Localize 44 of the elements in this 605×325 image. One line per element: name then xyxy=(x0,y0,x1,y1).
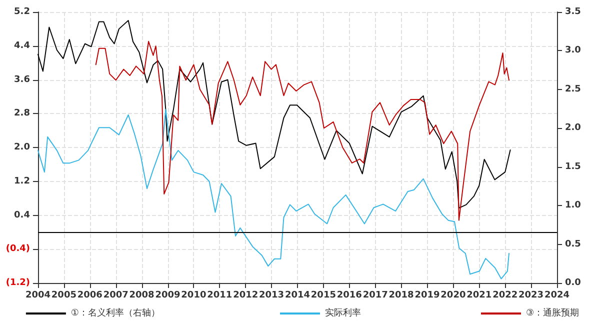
x-tick-label: 2006 xyxy=(77,290,102,300)
x-tick-label: 2013 xyxy=(259,290,284,300)
y-tick-label: (0.4) xyxy=(6,244,30,254)
y2-tick-label: 1.5 xyxy=(565,162,581,172)
y2-tick-label: 1.0 xyxy=(565,200,581,211)
x-tick-label: 2024 xyxy=(544,290,570,300)
x-tick-label: 2010 xyxy=(181,290,206,300)
y-tick-label: 3.6 xyxy=(14,74,30,85)
x-tick-label: 2017 xyxy=(362,290,388,300)
x-tick-label: 2008 xyxy=(129,290,154,300)
x-tick-label: 2007 xyxy=(103,290,128,300)
line-series xyxy=(95,40,510,221)
x-tick-label: 2018 xyxy=(388,290,414,300)
x-tick-label: 2014 xyxy=(284,290,310,300)
x-tick-label: 2023 xyxy=(518,290,544,300)
line-series xyxy=(38,20,511,209)
y-tick-label: 0.4 xyxy=(14,210,30,220)
x-tick-label: 2015 xyxy=(310,290,336,300)
legend-label: 实际利率 xyxy=(325,308,361,318)
y-tick-label: 2.8 xyxy=(14,108,30,119)
x-tick-label: 2009 xyxy=(155,290,180,300)
line-series xyxy=(38,108,510,280)
x-tick-label: 2022 xyxy=(492,290,518,300)
y2-tick-label: 3.0 xyxy=(565,46,581,56)
y-tick-label: 2.0 xyxy=(14,142,30,152)
x-tick-label: 2021 xyxy=(466,290,492,300)
y2-tick-label: 3.5 xyxy=(565,7,581,17)
y-tick-label: 1.2 xyxy=(14,176,30,186)
x-tick-label: 2004 xyxy=(25,290,51,300)
y-tick-label: 5.2 xyxy=(14,7,30,17)
legend-label: ③：通胀预期 xyxy=(526,308,580,318)
y2-tick-label: 2.5 xyxy=(565,84,581,94)
x-tick-label: 2020 xyxy=(440,290,466,300)
x-tick-label: 2016 xyxy=(336,290,362,300)
y2-tick-label: 0.5 xyxy=(565,239,581,250)
y-tick-label: 4.4 xyxy=(14,40,30,51)
legend-label: ①：名义利率（右轴） xyxy=(70,308,160,318)
x-tick-label: 2019 xyxy=(414,290,440,300)
x-tick-label: 2011 xyxy=(207,290,232,300)
x-tick-label: 2012 xyxy=(233,290,258,300)
x-tick-label: 2005 xyxy=(51,290,76,300)
y2-tick-label: 0.0 xyxy=(565,278,581,288)
y2-tick-label: 2.0 xyxy=(565,123,581,134)
y-tick-label: (1.2) xyxy=(6,278,30,288)
